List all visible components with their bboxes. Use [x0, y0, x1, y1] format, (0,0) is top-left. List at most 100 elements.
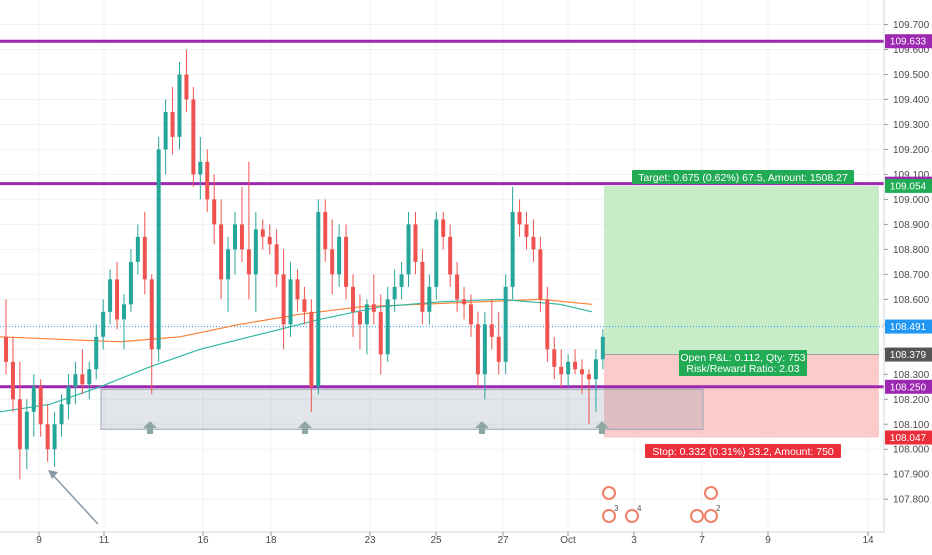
level-price-tag-label: 109.633	[890, 37, 927, 48]
candle-body	[87, 369, 92, 385]
candle-body	[302, 299, 307, 312]
event-count-label: 4	[637, 504, 642, 513]
candle-body	[288, 279, 293, 325]
up-arrow-icon	[298, 421, 312, 434]
candle-body	[309, 311, 314, 387]
level-price-tag	[885, 34, 932, 49]
time-tick-label: 7	[699, 535, 705, 546]
candle-body	[198, 161, 203, 175]
price-tick-label: 109.700	[893, 20, 930, 31]
candle-body	[219, 224, 224, 280]
pnl-label-box	[679, 350, 807, 376]
event-marker-icon[interactable]	[704, 509, 718, 523]
target-price-tag-label: 109.054	[890, 181, 927, 192]
stop-label-text: Stop: 0.332 (0.31%) 33.2, Amount: 750	[652, 446, 834, 458]
time-tick-label: 16	[197, 535, 209, 546]
candle-body	[399, 274, 404, 287]
event-marker-icon[interactable]	[625, 509, 639, 523]
price-tick-label: 108.600	[893, 295, 930, 306]
candle-body	[274, 244, 279, 275]
price-axis-background	[884, 0, 932, 550]
entry-price-tag-label: 108.379	[890, 350, 927, 361]
candle-body	[163, 111, 168, 150]
candle-body	[170, 111, 175, 137]
candle-body	[593, 359, 598, 380]
price-tick-label: 109.600	[893, 45, 930, 56]
target-label-box	[632, 170, 854, 184]
event-markers[interactable]: 3 4 2	[602, 486, 721, 523]
stop-price-tag-label: 108.047	[890, 433, 927, 444]
candle-body	[524, 224, 529, 237]
risk-reward-text: Risk/Reward Ratio: 2.03	[686, 363, 799, 375]
event-marker-icon[interactable]	[602, 509, 616, 523]
price-tick-label: 108.100	[893, 420, 930, 431]
price-tick-label: 108.900	[893, 220, 930, 231]
candle-body	[552, 349, 557, 367]
candle-body	[17, 399, 22, 450]
candle-body	[371, 304, 376, 312]
candle-body	[586, 374, 591, 380]
target-label-text: Target: 0.675 (0.62%) 67.5, Amount: 1508…	[638, 172, 848, 184]
candle-body	[233, 224, 238, 250]
candle-body	[239, 224, 244, 250]
candle-body	[357, 311, 362, 325]
candle-body	[121, 304, 126, 320]
candle-body	[406, 224, 411, 275]
candle-body	[205, 161, 210, 200]
moving-averages	[0, 298, 593, 413]
up-arrow-icon	[143, 421, 157, 434]
candle-body	[246, 249, 251, 275]
candle-body	[59, 404, 64, 425]
candle-body	[420, 261, 425, 312]
candle-body	[337, 236, 342, 275]
candle-body	[496, 336, 501, 362]
candle-body	[441, 219, 446, 237]
candle-body	[184, 74, 189, 100]
time-axis[interactable]: 9 11 16 18 23 25 27 Oct 3 7 9 14	[0, 531, 884, 546]
price-tick-label: 108.700	[893, 270, 930, 281]
price-tick-label: 109.300	[893, 120, 930, 131]
candle-body	[10, 361, 15, 400]
last-price-tag-label: 108.491	[890, 322, 927, 333]
price-tick-label: 108.200	[893, 395, 930, 406]
candle-body	[510, 211, 515, 287]
level-price-tag	[885, 379, 932, 394]
up-arrow-icon	[475, 421, 489, 434]
target-price-tag	[885, 178, 932, 193]
event-marker-icon[interactable]	[602, 486, 616, 500]
level-price-tag-label: 108.250	[890, 382, 927, 393]
candle-body	[80, 374, 85, 385]
position-labels: Target: 0.675 (0.62%) 67.5, Amount: 1508…	[632, 170, 854, 458]
event-marker-icon[interactable]	[690, 509, 704, 523]
price-axis[interactable]: 109.700 109.600 109.500 109.400 109.300 109.2…	[883, 0, 932, 550]
time-tick-label: 23	[364, 535, 376, 546]
candle-body	[545, 299, 550, 350]
candle-body	[573, 361, 578, 370]
candle-body	[212, 199, 217, 225]
time-tick-label: 14	[862, 535, 874, 546]
support-rectangle	[100, 388, 704, 430]
last-price-tag	[885, 319, 932, 334]
candle-body	[267, 236, 272, 245]
price-tick-label: 108.300	[893, 370, 930, 381]
candle-body	[462, 299, 467, 305]
time-tick-label: 27	[497, 535, 509, 546]
stop-label-box	[645, 444, 841, 458]
candle-body	[448, 236, 453, 275]
candle-body	[73, 374, 78, 387]
candle-body	[101, 311, 106, 337]
candle-body	[392, 286, 397, 300]
candle-body	[351, 286, 355, 312]
candle-body	[295, 279, 300, 300]
event-marker-icon[interactable]	[704, 486, 718, 500]
candle-body	[475, 324, 480, 375]
time-tick-label: Oct	[560, 535, 576, 546]
arrow-markers	[48, 421, 609, 525]
candle-body	[142, 236, 147, 280]
candle-body	[323, 211, 328, 250]
candle-body	[316, 211, 321, 387]
time-tick-label: 3	[631, 535, 637, 546]
candle-body	[135, 236, 140, 262]
